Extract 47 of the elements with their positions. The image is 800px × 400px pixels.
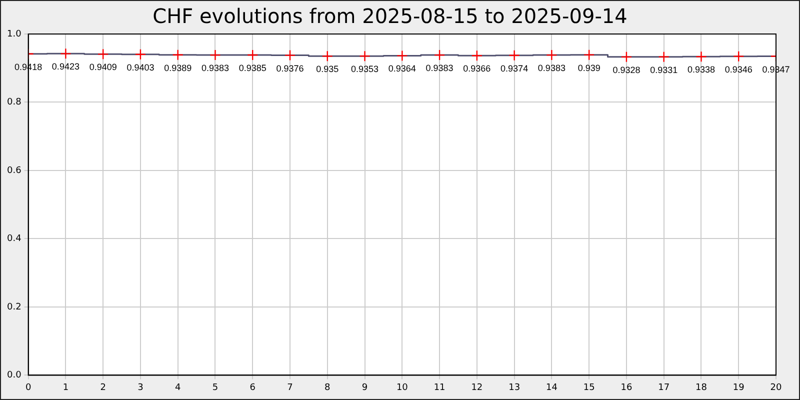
data-label: 0.935 bbox=[316, 64, 339, 74]
data-label: 0.9346 bbox=[724, 64, 752, 74]
x-tick-label: 1 bbox=[62, 382, 69, 393]
chart-title: CHF evolutions from 2025-08-15 to 2025-09-14 bbox=[152, 4, 628, 28]
data-label: 0.9338 bbox=[687, 64, 715, 75]
x-tick-label: 9 bbox=[362, 382, 368, 393]
data-label: 0.9364 bbox=[388, 64, 416, 74]
y-tick-label: 0.0 bbox=[6, 370, 22, 381]
data-label: 0.9409 bbox=[89, 62, 117, 72]
x-tick-label: 18 bbox=[696, 382, 708, 393]
data-label: 0.9383 bbox=[201, 63, 229, 74]
x-tick-label: 0 bbox=[25, 382, 32, 393]
x-tick-label: 19 bbox=[732, 382, 745, 393]
data-label: 0.9366 bbox=[463, 64, 491, 74]
x-tick-label: 17 bbox=[658, 382, 670, 393]
data-label: 0.9376 bbox=[276, 63, 304, 74]
x-tick-label: 2 bbox=[100, 382, 106, 393]
y-tick-label: 0.8 bbox=[6, 98, 22, 108]
x-tick-label: 15 bbox=[583, 382, 595, 393]
x-tick-label: 16 bbox=[620, 382, 632, 393]
x-tick-label: 10 bbox=[396, 382, 408, 393]
y-tick-label: 0.4 bbox=[6, 234, 22, 244]
data-label: 0.9383 bbox=[426, 63, 454, 74]
x-tick-label: 6 bbox=[250, 382, 256, 393]
x-tick-label: 14 bbox=[546, 382, 558, 393]
data-label: 0.9328 bbox=[612, 64, 640, 75]
x-tick-label: 12 bbox=[471, 382, 483, 393]
data-label: 0.9383 bbox=[538, 63, 566, 74]
y-tick-label: 1.0 bbox=[6, 29, 22, 40]
data-label: 0.939 bbox=[578, 62, 600, 73]
data-label: 0.9403 bbox=[126, 62, 154, 72]
y-tick-label: 0.6 bbox=[6, 166, 22, 176]
x-tick-label: 5 bbox=[212, 382, 218, 393]
data-label: 0.9423 bbox=[52, 62, 80, 72]
x-tick-label: 4 bbox=[174, 382, 181, 393]
x-tick-label: 7 bbox=[287, 382, 293, 393]
data-label: 0.9385 bbox=[238, 62, 266, 73]
x-tick-label: 13 bbox=[508, 382, 520, 393]
data-label: 0.9331 bbox=[650, 64, 678, 75]
data-label: 0.9389 bbox=[164, 62, 192, 73]
x-tick-label: 20 bbox=[770, 382, 782, 393]
y-tick-label: 0.2 bbox=[6, 302, 22, 312]
x-tick-label: 8 bbox=[324, 382, 331, 393]
data-label: 0.9353 bbox=[351, 64, 379, 74]
x-tick-label: 3 bbox=[138, 382, 144, 393]
data-label: 0.9374 bbox=[500, 63, 528, 74]
x-tick-label: 11 bbox=[434, 382, 446, 393]
